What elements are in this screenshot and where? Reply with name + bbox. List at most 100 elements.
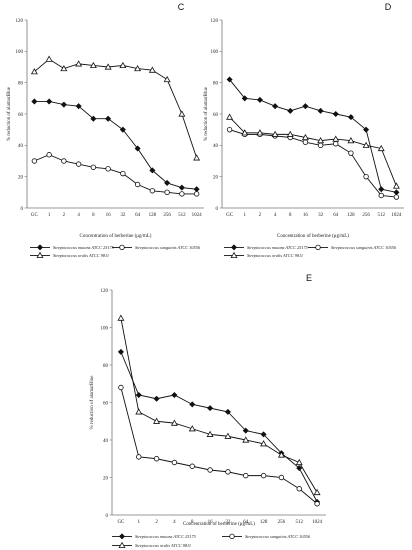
legend-marker [118,541,126,548]
data-point [118,384,124,391]
data-point [193,186,200,193]
data-point [332,135,340,142]
y-tick-label: 20 [213,175,219,180]
series-line [34,101,197,190]
series-line [120,387,318,505]
y-tick-label: 100 [101,326,109,331]
x-tick-label: 256 [362,213,370,218]
data-point [393,189,400,196]
data-point [46,152,52,158]
y-axis-label: % reduction of alamarBlue [7,86,12,141]
legend-entry: Streptococcus oralis ATCC 9811 [30,251,109,259]
data-point [363,126,370,133]
x-axis-label: Concentration of berberine (μg/mL) [80,234,152,239]
data-point [317,107,324,114]
legend-label: Streptococcus mutans ATCC 25175 [135,534,197,539]
series-triangle [226,113,400,189]
y-tick-label: 60 [103,401,109,406]
data-point [90,115,97,122]
panel-letter: D [385,2,392,12]
data-point [207,405,214,412]
data-point [301,133,309,141]
y-tick-label: 60 [213,113,219,118]
chart-panel-d: 0 20 40 60 80 100 120 GC 1 2 4 8 16 32 64 128 256 512 1024… [204,2,404,259]
data-point [163,75,171,83]
x-tick-label: 16 [303,213,309,218]
data-point [75,161,82,167]
data-point [277,451,285,458]
data-point [189,401,196,408]
x-tick-label: 1024 [391,213,402,218]
x-tick-label: 32 [318,213,324,218]
series-circle [118,384,320,507]
data-point [105,166,111,172]
legend-marker [119,244,125,251]
data-point [260,431,267,438]
series-line [120,351,318,503]
data-point [363,173,369,180]
x-tick-label: 16 [106,213,112,218]
x-tick-label: 4 [274,213,277,218]
series-diamond [31,98,200,193]
x-tick-label: 512 [378,213,386,218]
data-point [136,454,142,460]
data-point [135,391,142,399]
y-axis-label: % reduction of alamarBlue [90,375,95,430]
legend-entry: Streptococcus sanguinis ATCC 10556 [308,244,397,251]
legend-entry: Streptococcus mutans ATCC 25175 [112,533,197,540]
y-tick-label: 120 [16,19,24,24]
x-tick-label: 2 [63,213,66,218]
legend-entry: Streptococcus oralis ATCC 9811 [112,541,191,548]
data-point [117,348,124,355]
data-point [347,114,354,121]
y-tick-label: 40 [103,439,109,444]
data-point [171,391,178,399]
data-point [120,170,126,177]
chart-panel-c: 0 20 40 60 80 100 120 GC 1 2 4 8 16 32 64 128 256 512 1024… [7,2,204,259]
data-point [226,113,234,120]
data-point [347,137,355,144]
series-line [229,79,397,193]
series-line [229,116,397,187]
y-tick-label: 0 [21,207,24,212]
y-tick-label: 20 [103,476,109,481]
data-point [149,188,156,194]
y-tick-label: 120 [101,289,109,294]
data-point [256,129,264,136]
x-axis-label: Concentration of berberine (μg/mL) [277,234,349,239]
panel-letter: E [306,273,312,283]
legend-label: Streptococcus sanguinis ATCC 10556 [135,245,201,250]
x-tick-label: 128 [260,520,268,525]
data-point [153,456,160,462]
x-axis-label: Concentration of berberine (μg/mL) [183,522,255,527]
y-tick-label: 40 [213,144,219,149]
data-point [296,465,303,472]
legend-marker [230,251,238,259]
x-tick-label: 32 [225,520,231,525]
series-circle [226,126,400,200]
data-point [179,191,185,197]
data-point [193,154,201,161]
data-point [243,472,249,479]
x-tick-label: 4 [77,213,80,218]
data-point [302,103,309,110]
data-point [224,432,232,439]
x-tick-label: 1 [138,520,141,525]
data-point [226,126,233,133]
y-tick-label: 120 [211,19,219,24]
x-tick-label: 16 [208,520,214,525]
data-point [189,463,195,469]
data-point [242,427,249,434]
data-point [317,137,325,144]
legend-label: Streptococcus oralis ATCC 9811 [53,253,109,258]
x-tick-label: 32 [120,213,126,218]
data-point [119,61,127,69]
y-tick-label: 0 [216,207,219,212]
chart-panel-e: 0 20 40 60 80 100 120 GC 1 2 4 8 16 32 64 128 256 512 1024… [90,273,326,548]
series-line [120,318,318,493]
x-tick-label: 512 [296,520,304,525]
data-point [134,145,141,152]
data-point [333,141,339,147]
data-point [171,459,178,466]
data-point [256,96,263,103]
